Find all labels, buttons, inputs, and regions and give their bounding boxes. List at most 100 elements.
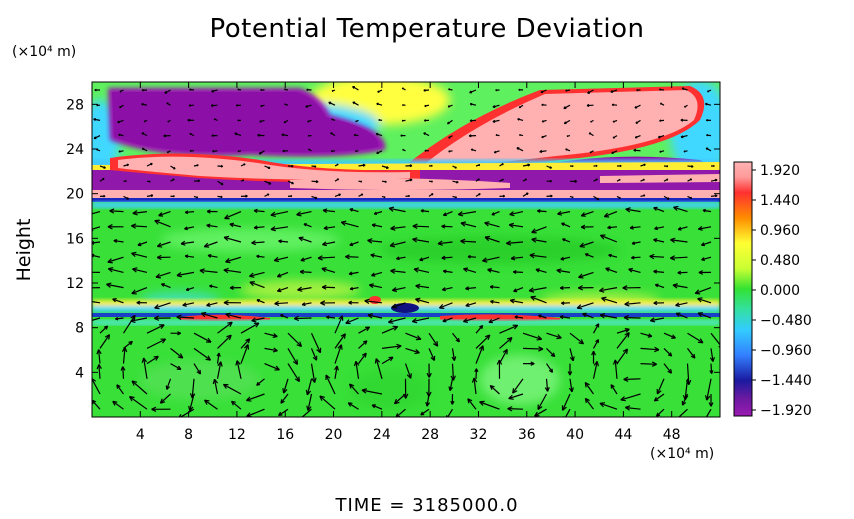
wind-vector-head bbox=[212, 379, 216, 385]
wind-vector-head bbox=[623, 378, 629, 382]
wind-vector-head bbox=[506, 242, 512, 246]
wind-vector-head bbox=[341, 220, 347, 223]
wind-vector bbox=[113, 239, 124, 243]
wind-vector bbox=[310, 332, 322, 353]
wind-vector bbox=[319, 395, 336, 410]
wind-vector-head bbox=[355, 150, 357, 152]
wind-vector-head bbox=[125, 180, 127, 183]
wind-vector-head bbox=[412, 223, 418, 227]
wind-vector-head bbox=[307, 134, 310, 137]
wind-vector-head bbox=[556, 269, 561, 274]
wind-vector-head bbox=[150, 163, 153, 166]
wind-vector-head bbox=[625, 328, 630, 333]
x-tick-label: 20 bbox=[325, 427, 343, 443]
wind-vector bbox=[616, 348, 628, 364]
wind-vector-head bbox=[151, 406, 157, 410]
wind-vector-head bbox=[697, 298, 702, 303]
wind-vector bbox=[697, 298, 712, 304]
wind-vector-head bbox=[225, 312, 231, 315]
colorbar-tick-label: 0.960 bbox=[760, 223, 800, 239]
wind-vector-head bbox=[217, 361, 222, 367]
wind-vector-head bbox=[227, 321, 233, 324]
wind-vector-head bbox=[691, 166, 694, 168]
wind-vector-head bbox=[579, 242, 584, 247]
wind-vector bbox=[710, 332, 720, 346]
wind-vector bbox=[270, 226, 289, 230]
wind-vector-head bbox=[374, 358, 377, 364]
wind-vector bbox=[372, 224, 383, 228]
wind-vector-head bbox=[704, 395, 708, 401]
wind-vector-head bbox=[467, 398, 470, 404]
y-tick-label: 20 bbox=[66, 187, 84, 203]
wind-vector-head bbox=[189, 149, 192, 152]
wind-vector-head bbox=[478, 345, 484, 350]
wind-vector-head bbox=[610, 90, 613, 93]
wind-vector-head bbox=[530, 363, 535, 366]
wind-vector bbox=[452, 332, 460, 343]
wind-vector-head bbox=[115, 316, 119, 320]
wind-vector bbox=[277, 271, 289, 278]
wind-vector bbox=[585, 253, 594, 258]
wind-vector-head bbox=[176, 314, 182, 318]
wind-vector bbox=[97, 349, 101, 364]
wind-vector-head bbox=[565, 89, 568, 92]
wind-vector-head bbox=[131, 225, 136, 229]
wind-vector-head bbox=[316, 349, 321, 354]
wind-vector bbox=[204, 399, 218, 410]
wind-vector bbox=[109, 210, 124, 213]
wind-vector bbox=[701, 241, 712, 246]
wind-vector-head bbox=[376, 151, 379, 154]
wind-vector-head bbox=[307, 406, 312, 411]
wind-vector-head bbox=[88, 272, 92, 274]
wind-vector-head bbox=[184, 226, 188, 230]
wind-vector-head bbox=[509, 337, 513, 343]
wind-vector-head bbox=[467, 255, 471, 258]
wind-vector-head bbox=[465, 286, 469, 290]
wind-vector-head bbox=[509, 213, 515, 217]
wind-vector-head bbox=[460, 221, 466, 224]
y-tick-label: 4 bbox=[75, 365, 84, 381]
wind-vector-head bbox=[571, 387, 574, 393]
wind-vector-head bbox=[401, 119, 404, 122]
wind-vector-head bbox=[491, 212, 495, 216]
wind-vector-head bbox=[622, 285, 628, 289]
wind-vector-head bbox=[653, 300, 658, 304]
wind-vector-head bbox=[425, 401, 428, 407]
wind-vector-head bbox=[118, 150, 121, 153]
wind-vector bbox=[122, 347, 126, 364]
wind-vector-head bbox=[107, 224, 113, 228]
x-tick-label: 4 bbox=[136, 427, 145, 443]
wind-vector-head bbox=[623, 376, 629, 380]
wind-vector bbox=[499, 337, 513, 349]
wind-vector bbox=[681, 393, 689, 406]
wind-vector bbox=[538, 314, 547, 319]
wind-vector bbox=[326, 316, 336, 319]
wind-vector bbox=[240, 338, 251, 349]
wind-vector-head bbox=[510, 255, 515, 260]
wind-vector bbox=[191, 378, 195, 399]
wind-vector-head bbox=[536, 338, 542, 341]
y-axis-unit: (×10⁴ m) bbox=[12, 44, 77, 60]
wind-vector-head bbox=[93, 136, 96, 139]
wind-vector-head bbox=[549, 180, 552, 183]
heatmap-field bbox=[92, 82, 720, 417]
colorbar-tick-label: 1.440 bbox=[760, 193, 800, 209]
wind-vector-head bbox=[507, 406, 513, 410]
wind-vector-head bbox=[502, 195, 505, 198]
wind-vector bbox=[562, 393, 571, 411]
wind-vector-head bbox=[112, 401, 116, 406]
wind-vector bbox=[166, 378, 172, 390]
wind-vector-head bbox=[484, 222, 489, 227]
wind-vector bbox=[509, 211, 524, 216]
wind-vector bbox=[341, 221, 359, 228]
wind-vector-head bbox=[306, 405, 309, 411]
wind-vector bbox=[628, 268, 641, 273]
wind-vector-head bbox=[411, 318, 417, 323]
wind-vector-head bbox=[235, 360, 238, 366]
wind-vector-head bbox=[629, 225, 634, 229]
wind-vector-head bbox=[305, 389, 308, 395]
wind-vector-head bbox=[649, 255, 655, 260]
wind-vector bbox=[531, 238, 547, 243]
wind-vector bbox=[131, 225, 148, 228]
